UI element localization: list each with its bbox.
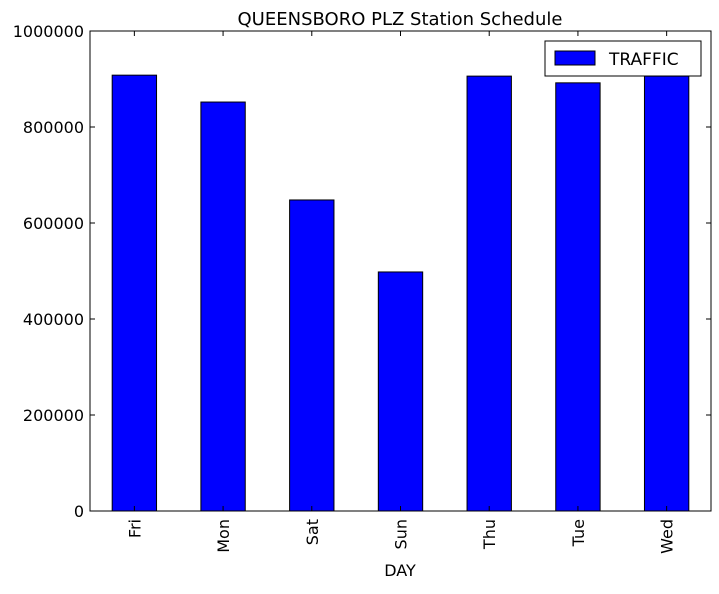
bar-thu <box>466 75 512 512</box>
chart-title: QUEENSBORO PLZ Station Schedule <box>238 9 563 30</box>
x-axis-label: DAY <box>384 561 416 580</box>
x-tick-label-sun: Sun <box>392 519 411 549</box>
y-tick-label: 600000 <box>23 214 84 233</box>
bar-tue <box>555 82 601 512</box>
bar-wed <box>643 75 690 512</box>
x-tick-label-wed: Wed <box>658 519 677 554</box>
bar-fri <box>111 74 158 512</box>
legend-swatch <box>554 50 596 66</box>
y-tick-label: 1000000 <box>13 22 84 41</box>
legend-box <box>544 40 702 77</box>
bar-sat <box>289 199 335 512</box>
x-tick-label-mon: Mon <box>214 519 233 553</box>
bar-sun <box>377 271 424 512</box>
x-tick-label-thu: Thu <box>480 519 499 550</box>
y-tick-label: 200000 <box>23 406 84 425</box>
y-tick-label: 0 <box>74 502 84 521</box>
y-tick-label: 800000 <box>23 118 84 137</box>
y-tick-label: 400000 <box>23 310 84 329</box>
x-tick-label-sat: Sat <box>303 519 322 545</box>
legend-label: TRAFFIC <box>608 50 679 70</box>
x-tick-label-tue: Tue <box>569 519 588 547</box>
x-tick-label-fri: Fri <box>125 519 144 538</box>
bar-mon <box>200 101 246 512</box>
